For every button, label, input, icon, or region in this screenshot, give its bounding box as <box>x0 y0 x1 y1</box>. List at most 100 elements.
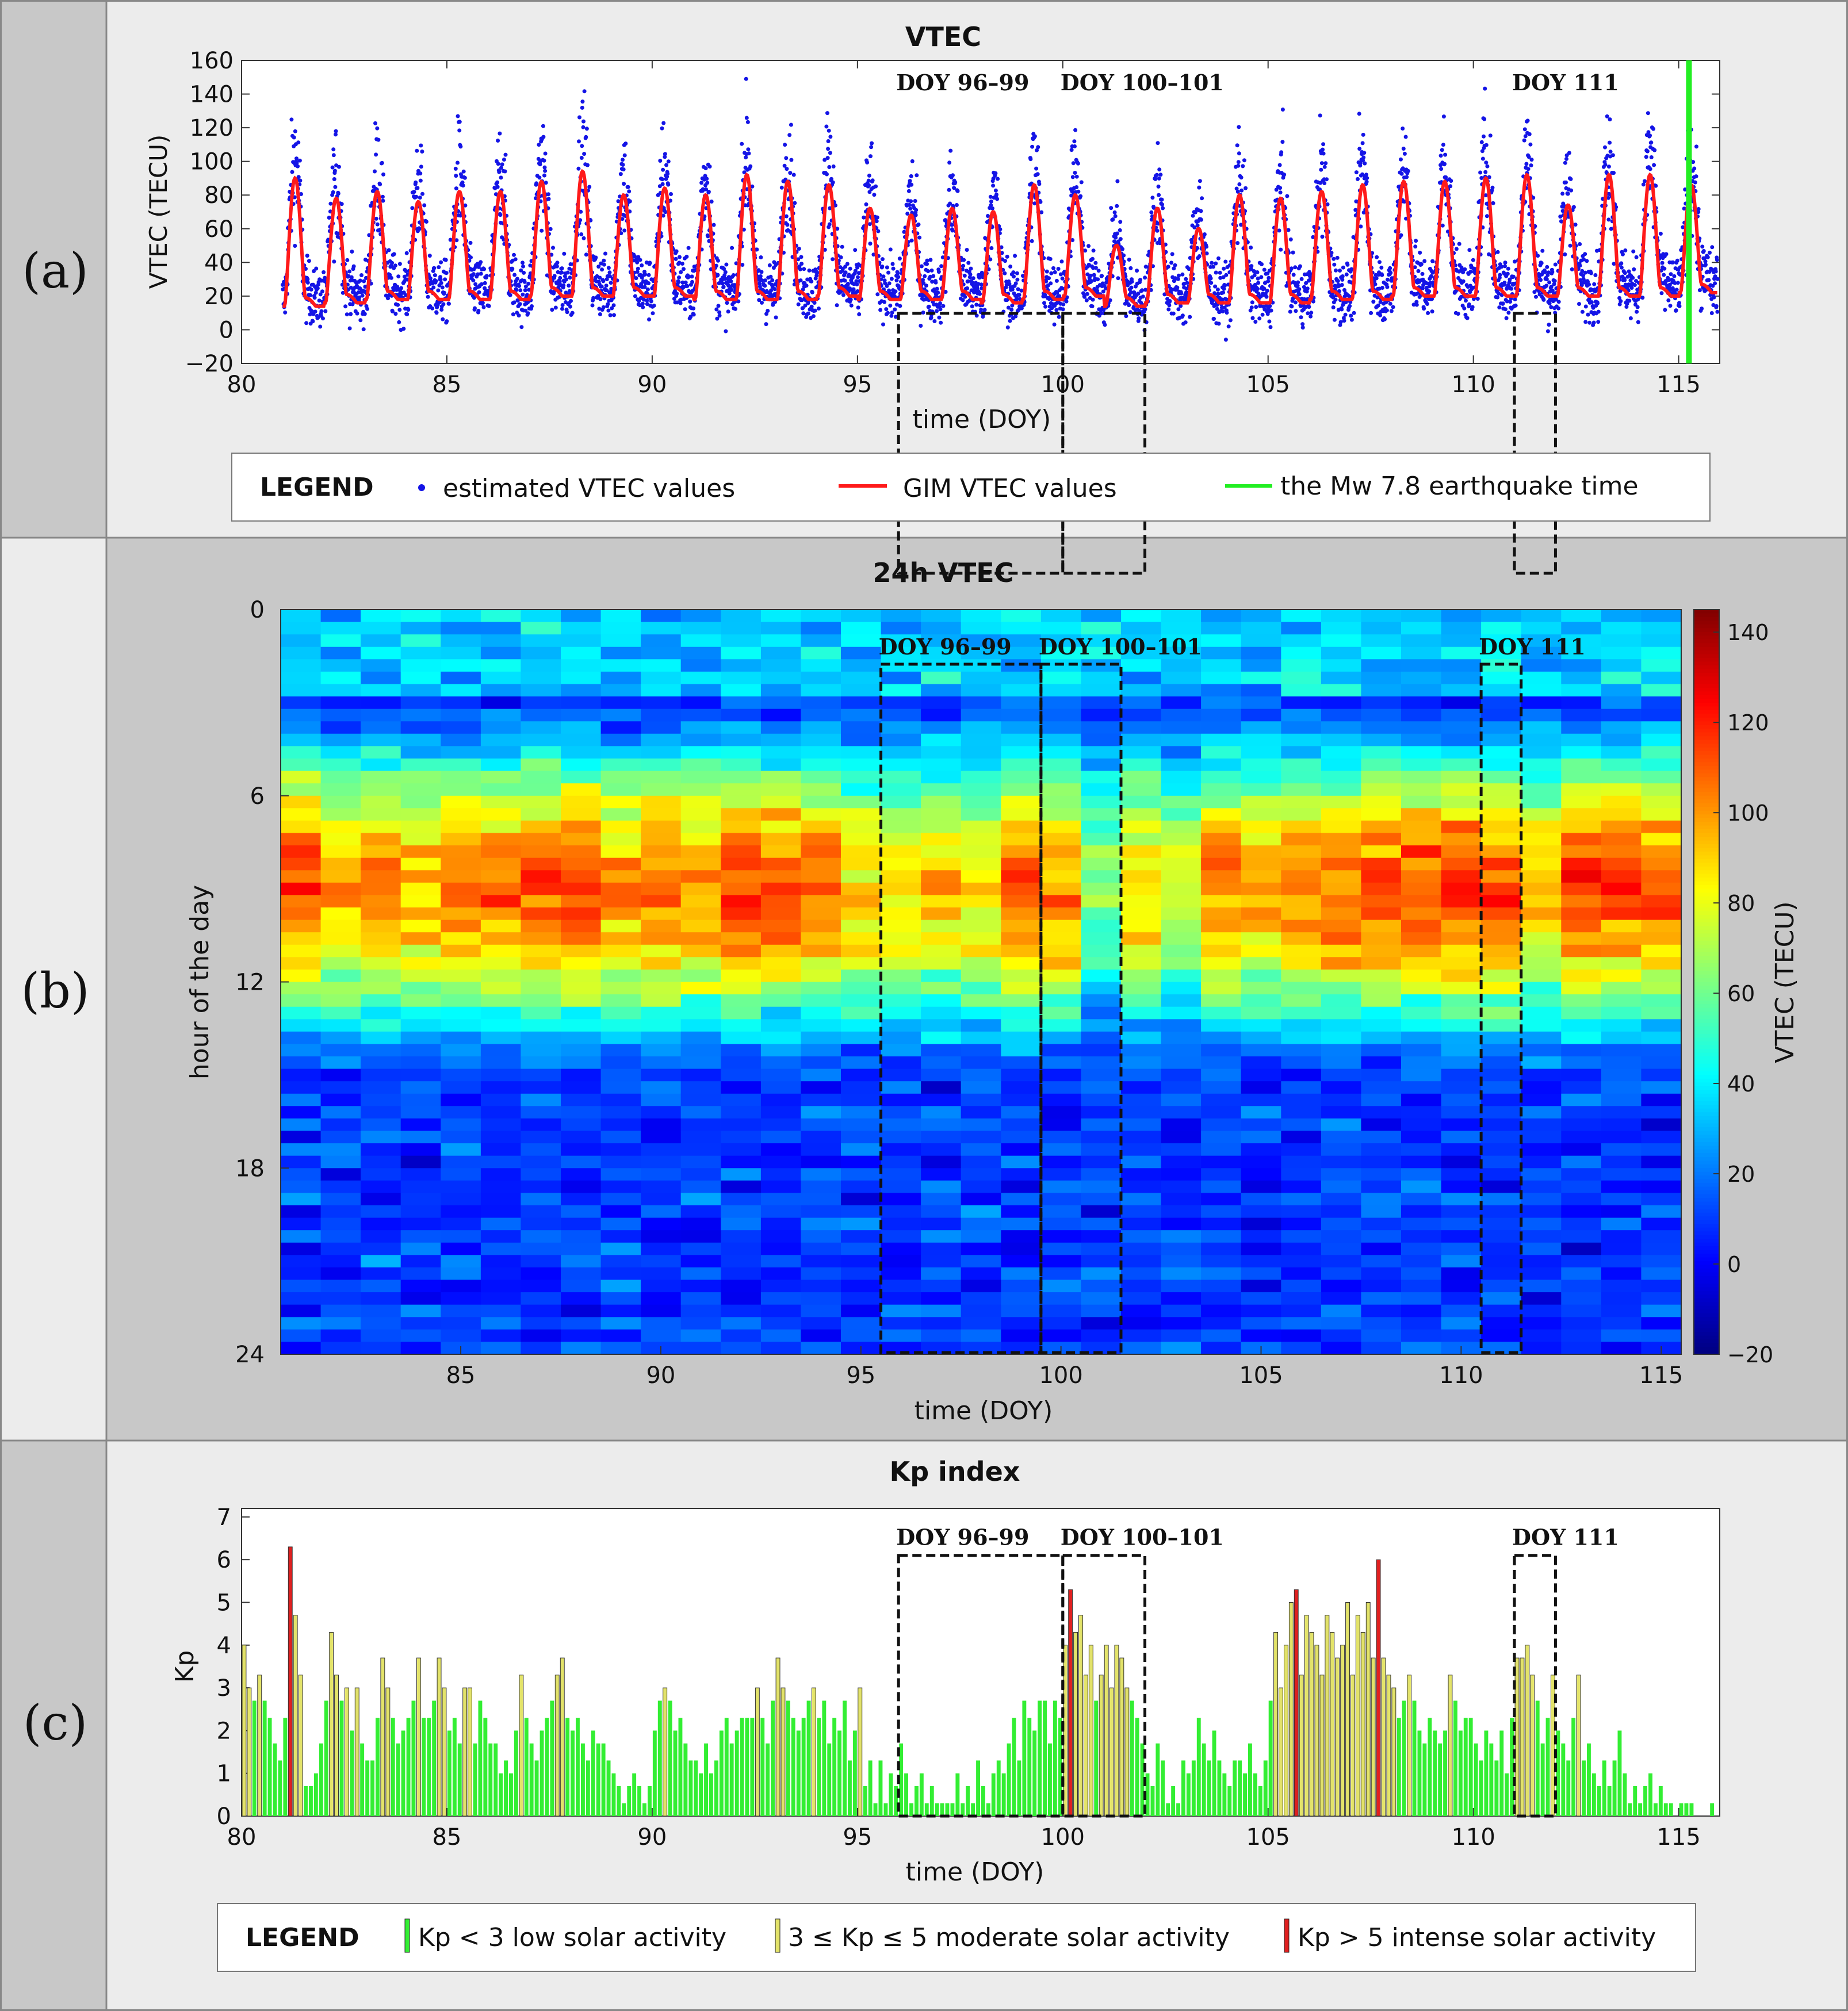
vtec-dot <box>312 269 316 273</box>
vtec-dot <box>1332 317 1337 322</box>
vtec-dot <box>561 283 566 288</box>
heat-cell <box>281 1329 322 1342</box>
vtec-dot <box>1568 243 1572 248</box>
vtec-dot <box>374 216 378 221</box>
vtec-dot <box>727 291 732 296</box>
vtec-dot <box>351 264 356 269</box>
vtec-dot <box>965 248 969 252</box>
vtec-dot <box>584 252 588 257</box>
vtec-dot <box>1608 140 1612 145</box>
vtec-dot <box>1180 313 1185 318</box>
vtec-dot <box>1527 132 1532 136</box>
vtec-dot <box>1479 176 1484 180</box>
vtec-dot <box>290 170 294 174</box>
vtec-dot <box>393 312 398 316</box>
heat-cell <box>320 1019 361 1032</box>
vtec-dot <box>552 274 557 278</box>
vtec-dot <box>1176 277 1180 281</box>
heat-cell <box>361 944 401 957</box>
vtec-dot <box>577 115 581 120</box>
heat-cell <box>400 671 441 685</box>
vtec-dot <box>1118 237 1123 242</box>
heat-cell <box>320 1230 361 1243</box>
vtec-dot <box>447 301 451 306</box>
vtec-dot <box>308 293 313 297</box>
vtec-dot <box>457 120 462 124</box>
heat-cell <box>281 1106 322 1119</box>
vtec-dot <box>396 302 400 307</box>
vtec-dot <box>731 273 736 277</box>
heat-cell <box>320 1044 361 1057</box>
vtec-dot <box>921 311 925 315</box>
vtec-dot <box>1427 289 1432 294</box>
vtec-dot <box>1693 180 1697 185</box>
vtec-dot <box>925 262 929 266</box>
vtec-dot <box>577 139 581 144</box>
vtec-dot <box>788 171 793 175</box>
vtec-dot <box>523 284 528 289</box>
vtec-dot <box>1501 301 1505 306</box>
vtec-dot <box>691 306 696 311</box>
vtec-dot <box>1223 283 1227 288</box>
vtec-dot <box>481 305 486 309</box>
vtec-dot <box>1064 299 1069 304</box>
vtec-dot <box>827 222 832 227</box>
vtec-dot <box>1298 264 1302 269</box>
vtec-dot <box>1349 267 1354 271</box>
vtec-dot <box>672 297 676 301</box>
heat-cell <box>361 1131 401 1144</box>
vtec-dot <box>867 173 871 178</box>
vtec-dot <box>1388 270 1393 275</box>
vtec-dot <box>1438 154 1443 158</box>
vtec-xlabel: time (DOY) <box>913 405 1051 434</box>
vtec-dot <box>1585 259 1589 263</box>
heat-cell <box>281 721 322 734</box>
vtec-dot <box>722 277 727 281</box>
vtec-dot <box>404 251 409 255</box>
vtec-dot <box>332 168 337 173</box>
vtec-dot <box>1365 176 1369 181</box>
vtec-dot <box>623 141 628 146</box>
heat-cell <box>400 1006 441 1020</box>
vtec-dot <box>1269 308 1273 313</box>
vtec-dot <box>827 128 831 133</box>
vtec-dot <box>722 267 726 271</box>
vtec-dot <box>1138 278 1142 282</box>
vtec-dot <box>405 312 410 316</box>
vtec-dot <box>812 301 817 305</box>
heat-cell <box>361 1304 401 1317</box>
vtec-dot <box>1341 265 1345 270</box>
vtec-dot <box>1441 143 1445 147</box>
vtec-dot <box>347 326 352 331</box>
vtec-dot <box>471 278 476 283</box>
vtec-dot <box>1567 151 1571 155</box>
vtec-dot <box>587 185 592 189</box>
vtec-dot <box>711 223 716 227</box>
y-tick-label: 120 <box>190 115 234 141</box>
vtec-dot <box>1462 306 1467 311</box>
heat-cell <box>320 733 361 746</box>
vtec-dot <box>1663 308 1667 312</box>
vtec-dot <box>565 310 569 315</box>
vtec-dot <box>1184 277 1188 281</box>
vtec-dot <box>1571 205 1576 209</box>
vtec-dot <box>1371 300 1376 304</box>
vtec-dot <box>1399 233 1403 238</box>
vtec-dot <box>843 278 847 283</box>
vtec-dot <box>909 174 913 178</box>
vtec-dot <box>1300 325 1305 330</box>
heat-cell <box>281 795 322 809</box>
vtec-dot <box>591 296 596 300</box>
vtec-dot <box>1091 256 1095 261</box>
heat-cell <box>281 1193 322 1206</box>
vtec-dot <box>1340 283 1344 287</box>
vtec-dot <box>1497 305 1502 310</box>
vtec-dot <box>1188 315 1192 319</box>
vtec-dot <box>1015 277 1020 282</box>
heat-cell <box>361 1255 401 1268</box>
heat-cell <box>361 969 401 983</box>
vtec-dot <box>1587 320 1592 325</box>
vtec-ticks: 80 85 90 95 100 105 110 115−2002040608010012014… <box>185 48 1720 398</box>
heat-cell <box>400 1031 441 1044</box>
vtec-dot <box>374 152 378 157</box>
